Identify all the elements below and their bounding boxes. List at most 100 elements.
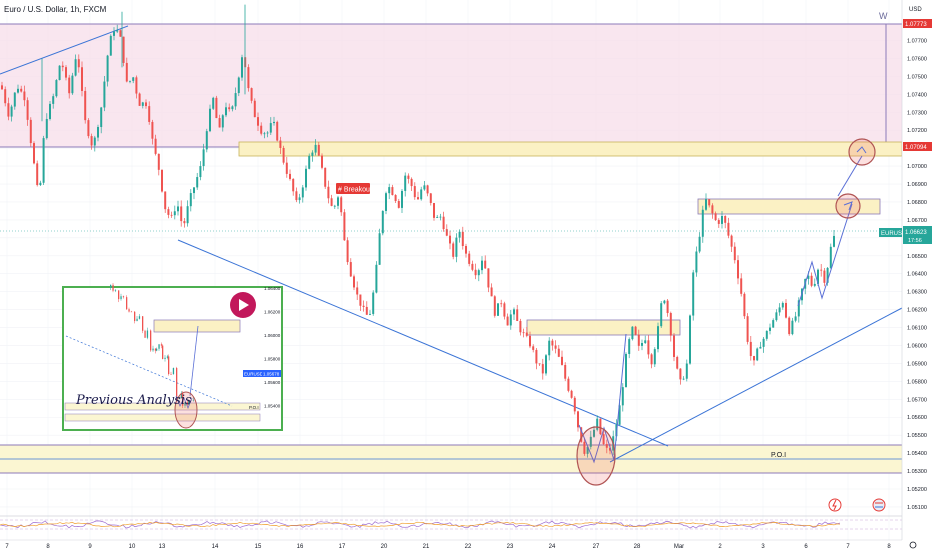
candle-body (561, 356, 563, 365)
candle-body (273, 121, 275, 124)
gear-icon (909, 541, 917, 549)
price-tick-label: 1.06700 (907, 218, 927, 224)
time-tick-label: 17 (339, 544, 346, 550)
candle-body (218, 118, 221, 128)
time-tick-label: 9 (88, 544, 92, 550)
second-target-arrow (856, 146, 867, 154)
candle-body (167, 209, 170, 215)
candle-body (413, 186, 416, 198)
candle-body (589, 436, 592, 447)
candle-body (295, 191, 298, 201)
candle-body (71, 75, 74, 94)
inset-projection-line (189, 325, 199, 397)
candle-body (196, 177, 199, 188)
candle-body (29, 119, 32, 144)
candle-body (372, 292, 375, 314)
candle-body (423, 185, 426, 190)
inset-tick-label: 1.05400 (264, 404, 281, 409)
price-tick-label: 1.05100 (907, 505, 927, 511)
time-tick-label: 13 (159, 544, 166, 550)
candle-body (471, 263, 474, 270)
candle-body (545, 355, 547, 374)
time-axis[interactable] (0, 540, 932, 550)
flag-icon[interactable] (872, 498, 886, 512)
candle-body (442, 216, 445, 230)
candle-body (497, 303, 499, 316)
candle-body (631, 326, 634, 340)
inset-title: Previous Analysis (75, 393, 192, 408)
upper-zone-top-price: 1.07773 (905, 22, 927, 28)
candle-body (778, 307, 781, 313)
play-icon (239, 299, 249, 311)
inset-candle-body (126, 297, 128, 310)
candle-body (177, 206, 179, 212)
upper-zone-bottom-price: 1.07094 (905, 145, 927, 151)
candle-body (538, 363, 541, 365)
candle-body (509, 314, 512, 326)
candle-body (359, 294, 362, 306)
candle-body (84, 90, 87, 121)
candle-body (721, 216, 723, 224)
candle-body (42, 138, 45, 183)
inset-tick-label: 1.05600 (264, 380, 281, 385)
candle-body (209, 108, 211, 132)
inset-candle-body (122, 296, 125, 298)
candle-body (817, 269, 819, 284)
inset-candle-body (150, 330, 152, 351)
candle-body (554, 345, 557, 349)
price-tick-label: 1.07600 (907, 56, 927, 62)
price-axis[interactable] (902, 0, 932, 550)
candle-body (10, 106, 13, 117)
descending-trend-line (177, 239, 669, 447)
price-tick-label: 1.05500 (907, 433, 927, 439)
settings-icon[interactable] (909, 541, 917, 549)
candle-body (772, 320, 775, 328)
candlestick-series (1, 4, 835, 458)
time-tick-label: 2 (718, 544, 722, 550)
inset-candle-body (176, 368, 178, 399)
candle-body (797, 300, 800, 317)
candle-body (609, 447, 611, 451)
candle-body (170, 214, 173, 216)
inset-price: 1.05678 (263, 372, 280, 377)
candle-body (717, 220, 720, 224)
candle-body (289, 173, 291, 179)
time-tick-label: 7 (846, 544, 850, 550)
candle-body (55, 80, 58, 97)
inset-candle-body (170, 374, 172, 375)
candle-body (420, 189, 423, 200)
candle-body (106, 55, 109, 82)
time-tick-label: 8 (46, 544, 50, 550)
time-tick-label: 10 (129, 544, 136, 550)
candle-body (525, 332, 528, 336)
inset-candle-body (120, 296, 122, 300)
candle-body (567, 378, 570, 391)
candle-body (785, 302, 787, 318)
candle-body (701, 209, 704, 237)
inset-tick-label: 1.06000 (264, 333, 281, 338)
candle-body (765, 330, 768, 339)
candle-body (375, 264, 378, 293)
inset-candles (110, 283, 195, 409)
candle-body (458, 231, 461, 238)
inset-poi-label: P.O.I (249, 405, 259, 410)
candle-body (666, 300, 669, 314)
candle-body (119, 30, 122, 37)
lightning-icon[interactable] (828, 498, 842, 512)
last-price-tag (903, 226, 932, 244)
candle-body (625, 353, 627, 388)
inset-candle-body (154, 348, 157, 351)
candle-body (391, 187, 394, 196)
inset-candle-body (114, 290, 117, 291)
candle-body (474, 269, 477, 276)
upper-zone-bottom-tag (903, 142, 932, 151)
first-target-arrow (843, 201, 853, 211)
time-axis-ticks: 7 8 9 10 13 14 15 16 17 20 21 22 23 24 27 28 Mar 2 3 6 7 8 (5, 544, 891, 550)
candle-body (756, 348, 759, 361)
candle-body (314, 144, 317, 153)
candle-body (215, 97, 218, 119)
candle-body (305, 168, 307, 188)
candle-body (769, 327, 771, 331)
poi-label: P.O.I (771, 452, 786, 459)
